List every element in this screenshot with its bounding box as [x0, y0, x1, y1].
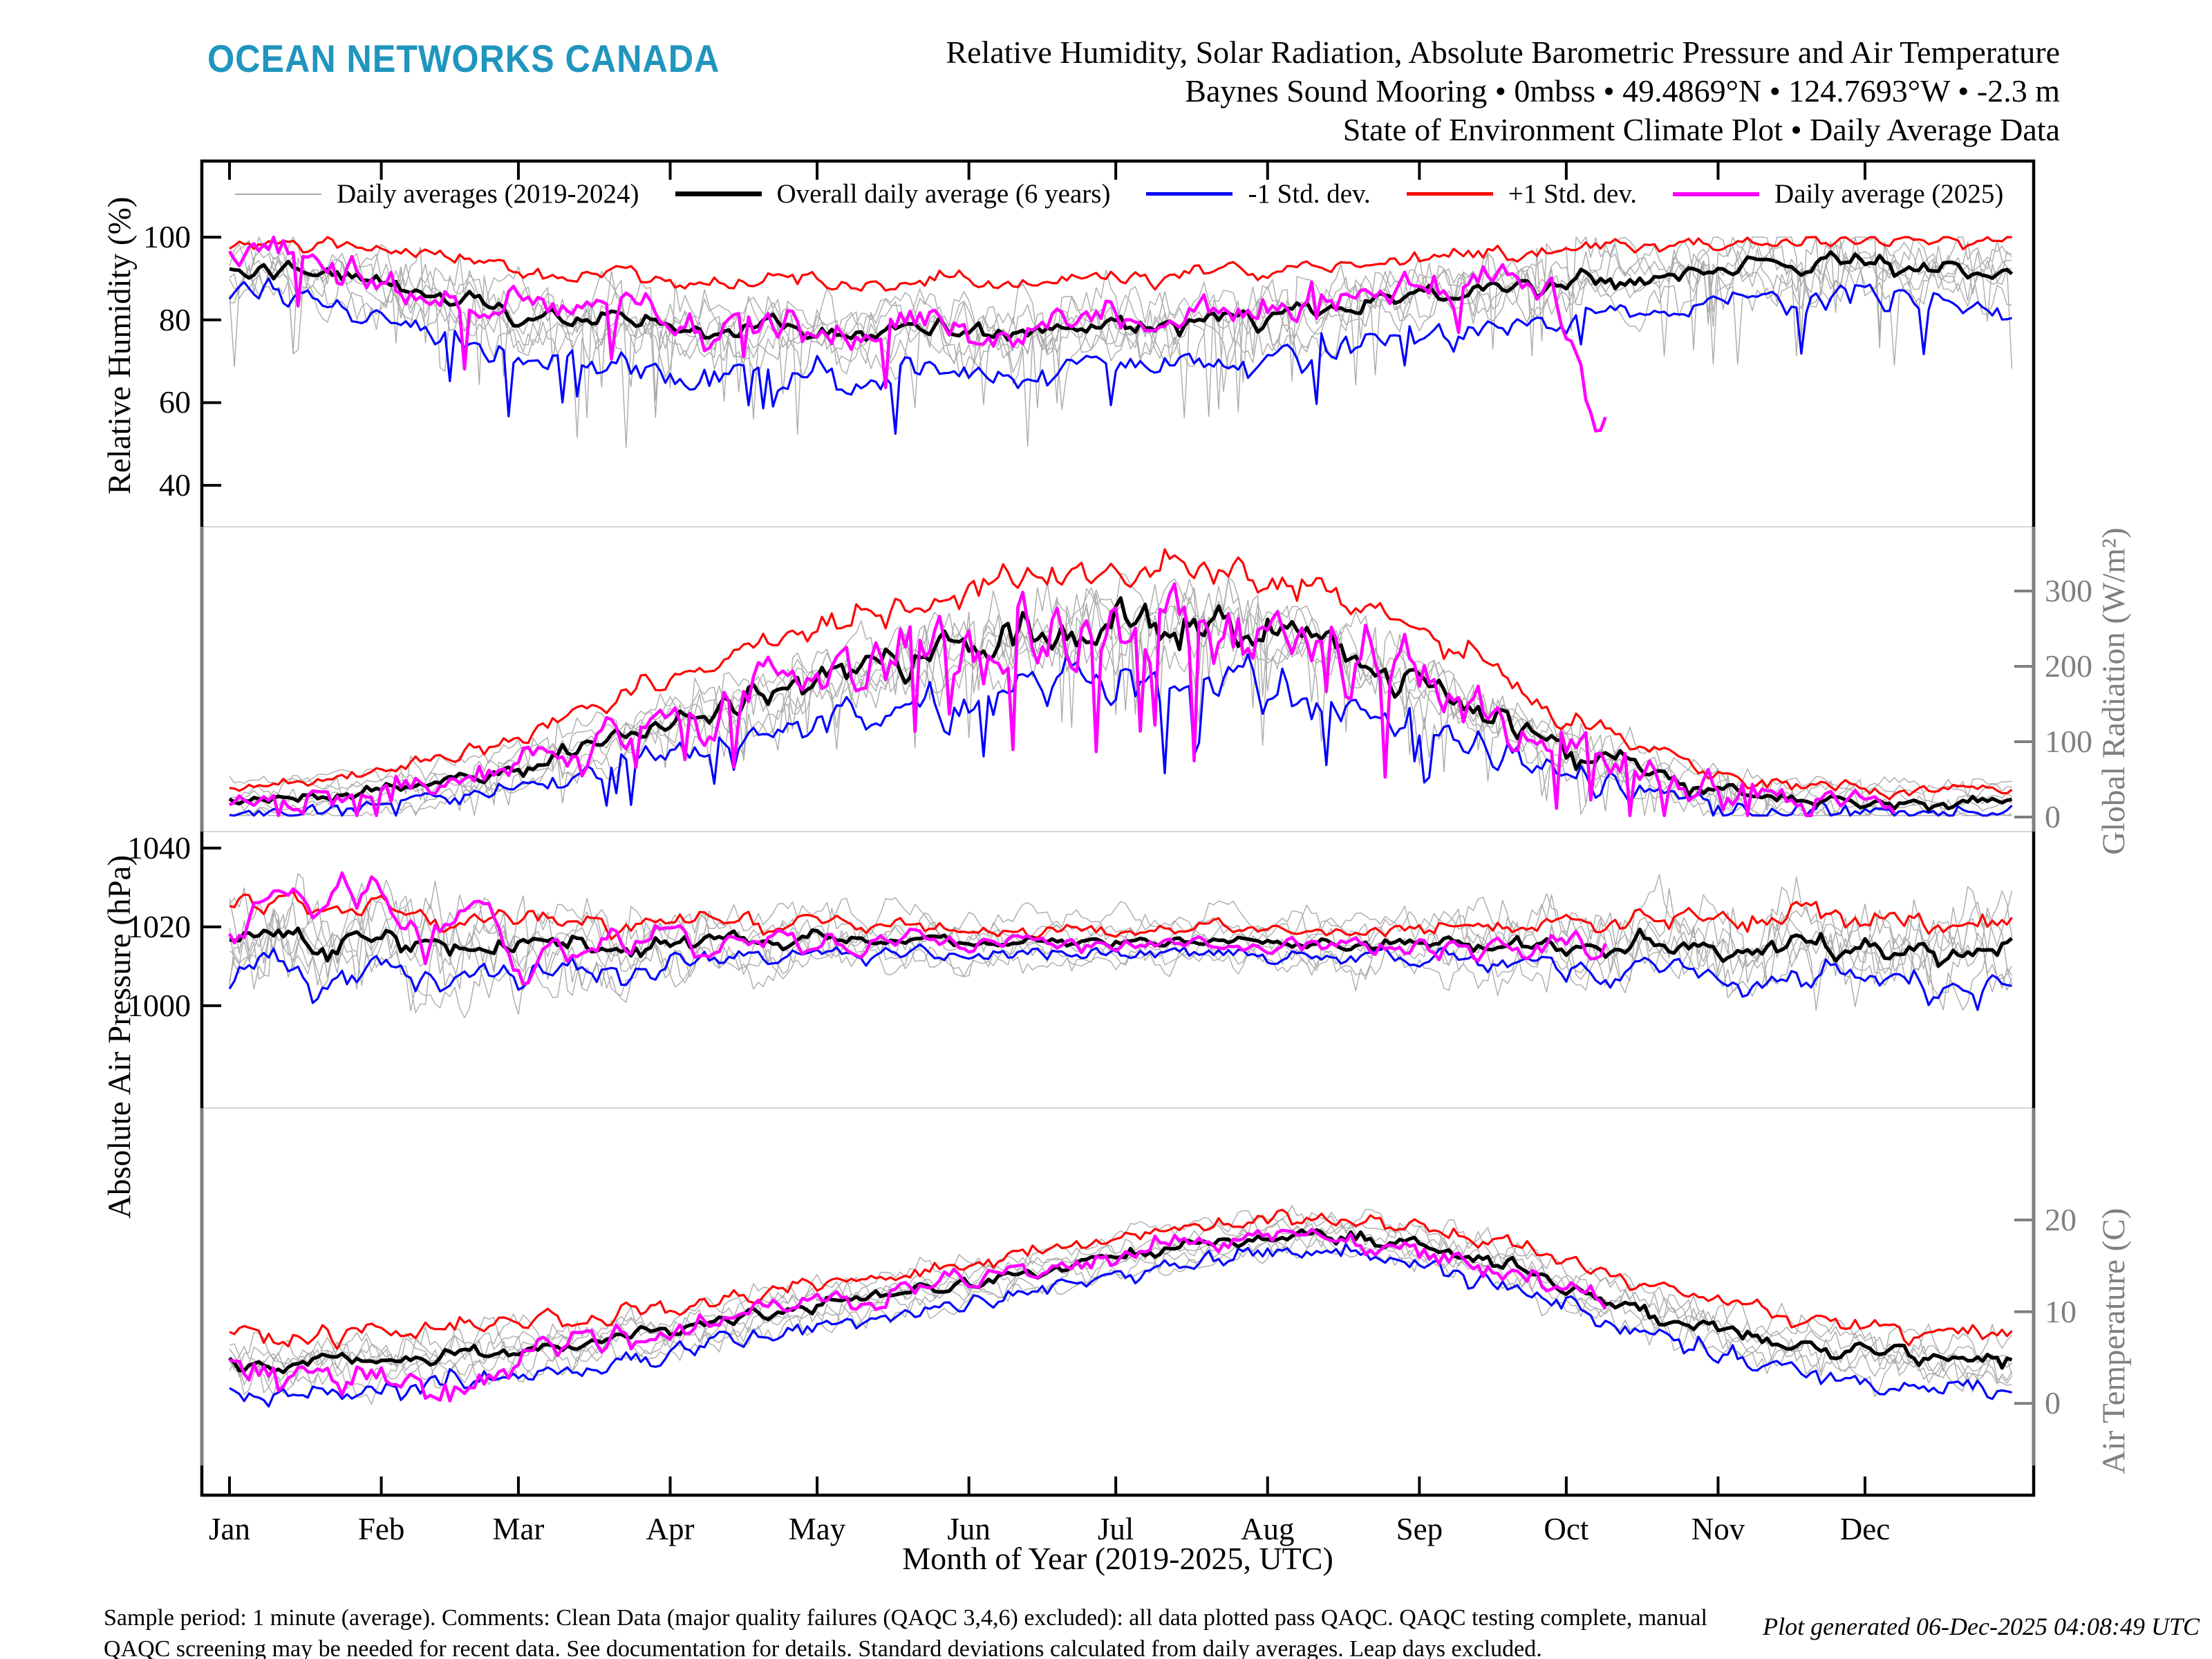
plot-title-block: Relative Humidity, Solar Radiation, Abso… [946, 33, 2060, 149]
relative-humidity-tick-60: 60 [159, 384, 191, 420]
legend-item-daily-2025: Daily average (2025) [1673, 178, 2003, 209]
legend-label: Daily averages (2019-2024) [337, 179, 639, 209]
footnote-line2: QAQC screening may be needed for recent … [104, 1636, 1542, 1659]
plot-title-line3: State of Environment Climate Plot • Dail… [1342, 112, 2060, 147]
absolute-air-pressure-tick-1000: 1000 [127, 987, 191, 1023]
legend-line-black [675, 191, 762, 196]
footnote: Sample period: 1 minute (average). Comme… [104, 1602, 1777, 1659]
legend-label: Daily average (2025) [1774, 179, 2004, 209]
legend-line-magenta [1673, 191, 1760, 196]
legend-label: -1 Std. dev. [1248, 179, 1371, 209]
absolute-air-pressure-tick-1020: 1020 [127, 908, 191, 944]
x-tick-label-sep: Sep [1396, 1512, 1443, 1546]
relative-humidity-tick-40: 40 [159, 467, 191, 503]
relative-humidity-tick-80: 80 [159, 301, 191, 337]
relative-humidity-tick-100: 100 [143, 219, 191, 255]
x-tick-label-feb: Feb [357, 1512, 405, 1546]
legend-label: Overall daily average (6 years) [776, 179, 1111, 209]
global-radiation-tick-0: 0 [2045, 798, 2061, 834]
legend-item-plus-std: +1 Std. dev. [1406, 178, 1638, 209]
y-axis-title-air-temperature: Air Temperature (C) [2096, 1208, 2132, 1474]
x-tick-label-apr: Apr [646, 1512, 695, 1546]
plot-title-line1: Relative Humidity, Solar Radiation, Abso… [946, 35, 2060, 70]
air-temperature-tick-20: 20 [2045, 1201, 2077, 1237]
legend-line-blue [1146, 192, 1233, 196]
global-radiation-tick-200: 200 [2045, 648, 2092, 684]
x-tick-label-dec: Dec [1839, 1512, 1891, 1546]
legend-item-minus-std: -1 Std. dev. [1146, 178, 1371, 209]
legend-line-gray [235, 193, 321, 195]
legend-label: +1 Std. dev. [1508, 179, 1638, 209]
plot-title-line2: Baynes Sound Mooring • 0mbss • 49.4869°N… [1185, 73, 2060, 109]
x-tick-label-nov: Nov [1691, 1512, 1745, 1546]
air-temperature-tick-0: 0 [2045, 1385, 2061, 1421]
footnote-line1: Sample period: 1 minute (average). Comme… [104, 1605, 1707, 1631]
plot-generated-timestamp: Plot generated 06-Dec-2025 04:08:49 UTC [1763, 1613, 2200, 1640]
x-tick-label-mar: Mar [492, 1512, 545, 1546]
x-tick-label-jun: Jun [947, 1512, 991, 1546]
global-radiation-tick-300: 300 [2045, 572, 2092, 608]
air-temperature-tick-10: 10 [2045, 1293, 2077, 1329]
x-tick-label-aug: Aug [1241, 1512, 1295, 1546]
legend-line-red [1406, 192, 1493, 196]
x-tick-label-may: May [788, 1512, 846, 1546]
x-tick-label-jan: Jan [209, 1512, 250, 1546]
x-tick-label-jul: Jul [1097, 1512, 1134, 1546]
absolute-air-pressure-tick-1040: 1040 [127, 830, 191, 865]
legend-item-daily-averages: Daily averages (2019-2024) [235, 178, 639, 209]
legend: Daily averages (2019-2024) Overall daily… [235, 178, 2003, 209]
x-axis-title: Month of Year (2019-2025, UTC) [902, 1541, 1333, 1576]
global-radiation-tick-100: 100 [2045, 723, 2092, 759]
x-tick-label-oct: Oct [1544, 1512, 1589, 1546]
ocean-networks-canada-logo: OCEAN NETWORKS CANADA [207, 37, 720, 80]
legend-item-overall-average: Overall daily average (6 years) [675, 178, 1111, 209]
